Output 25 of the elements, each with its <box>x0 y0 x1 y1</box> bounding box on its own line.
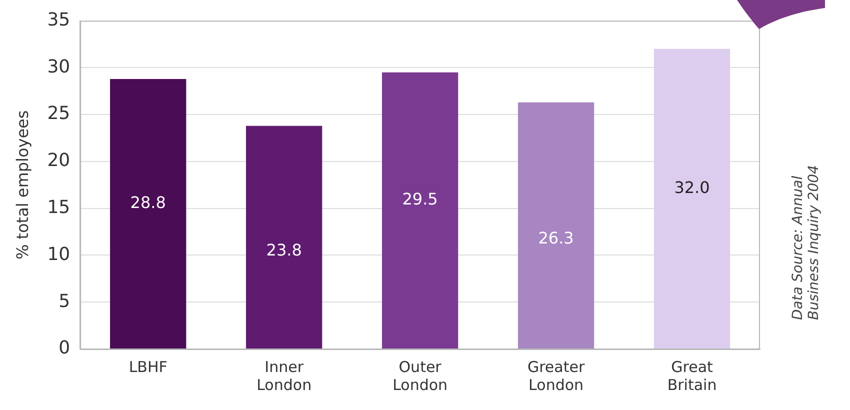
data-label: 23.8 <box>266 240 302 260</box>
y-tick-label: 35 <box>47 9 70 30</box>
y-tick-label: 15 <box>47 197 70 218</box>
data-label: 32.0 <box>674 178 710 197</box>
y-tick-label: 30 <box>47 56 70 78</box>
data-label: 28.8 <box>130 192 166 212</box>
source-note: Data Source: Annual Business Inquiry 2004 <box>790 164 822 320</box>
y-tick-label: 25 <box>47 103 70 124</box>
x-tick-label: Great Britain <box>667 358 717 394</box>
x-tick-label: Greater London <box>527 358 586 394</box>
x-tick-label: Inner London <box>256 358 312 394</box>
data-label: 26.3 <box>538 228 574 248</box>
bar <box>518 102 594 348</box>
data-label: 29.5 <box>402 190 438 209</box>
bar <box>382 72 458 348</box>
bar <box>110 78 186 348</box>
x-tick-label: Outer London <box>392 358 448 394</box>
bar <box>654 48 730 348</box>
y-tick-label: 0 <box>58 338 70 359</box>
y-tick-label: 20 <box>47 150 70 172</box>
x-tick-label: LBHF <box>128 358 168 376</box>
bar <box>246 126 322 348</box>
y-tick-label: 10 <box>47 244 70 265</box>
y-axis-title: % total employees <box>12 110 32 260</box>
y-tick-label: 5 <box>58 290 70 312</box>
